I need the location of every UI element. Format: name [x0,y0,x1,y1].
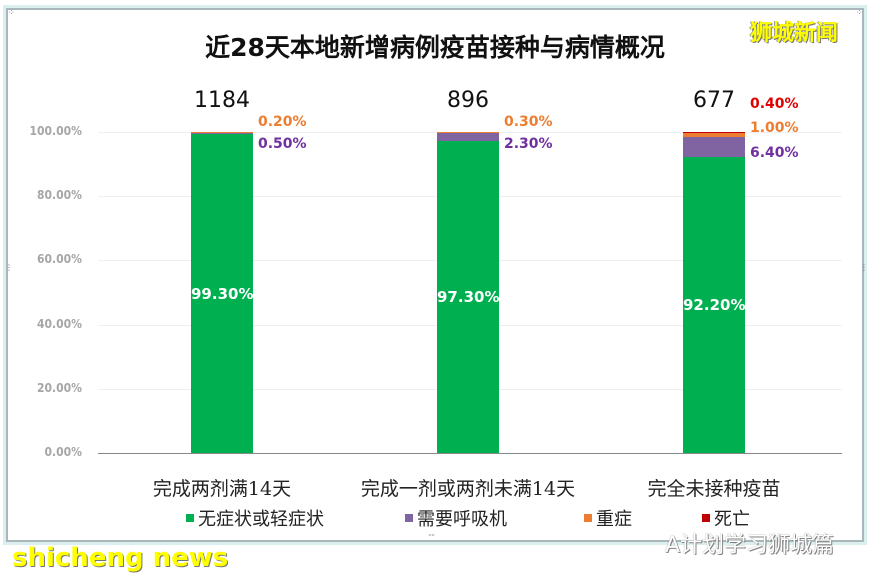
bar-total-label: 1184 [194,88,250,113]
y-tick-label: 20.00% [37,380,82,395]
stacked-bar [437,132,499,453]
legend-item-ventilator: 需要呼吸机 [405,505,507,531]
bar-segment [191,132,253,135]
resize-handle-top-right[interactable]: ⁘ [856,8,863,17]
resize-handle-bottom[interactable]: ···· [428,531,435,540]
bar-segment [683,132,745,134]
resize-handle-right[interactable]: ⋮ [860,263,868,272]
data-label: 6.40% [750,145,799,161]
category-label: 完成两剂满14天 [152,478,292,500]
data-label: 0.30% [504,114,553,130]
stacked-bar [683,132,745,453]
legend-item-death: 死亡 [702,505,750,531]
site-watermark: shicheng news [12,543,229,573]
legend-swatch [186,514,194,522]
bar-segment [683,157,745,453]
legend-swatch [584,514,592,522]
data-label: 0.40% [750,96,799,112]
chart-title: 近28天本地新增病例疫苗接种与病情概况 [205,33,665,62]
legend-item-severe: 重症 [584,505,632,531]
bar-segment [683,133,745,137]
legend-label: 重症 [596,509,632,530]
data-label: 0.50% [258,136,307,152]
bar-segment [437,132,499,134]
bar-segment [437,133,499,141]
wechat-watermark: A计划学习狮城篇 [665,533,835,558]
category-label: 完成一剂或两剂未满14天 [360,478,576,500]
brand-watermark: 狮城新闻 [750,21,839,46]
data-label: 1.00% [750,120,799,136]
x-axis-line [98,453,842,454]
y-tick-label: 0.00% [44,445,82,459]
legend-swatch [702,514,710,522]
legend-swatch [405,514,413,522]
data-label: 99.30% [191,284,254,303]
y-tick-label: 60.00% [37,252,82,267]
legend-label: 死亡 [714,509,750,530]
y-tick-label: 100.00% [29,124,82,138]
y-tick-label: 80.00% [37,188,82,203]
bar-segment [683,136,745,158]
bar-segment [191,131,253,133]
resize-handle-top-left[interactable]: ⁘ [8,8,15,17]
category-label: 完全未接种疫苗 [647,478,781,500]
bar-segment [191,134,253,453]
stacked-bar [191,131,253,453]
y-tick-label: 40.00% [37,316,82,331]
legend-item-asymptomatic: 无症状或轻症状 [186,505,324,531]
data-label: 0.20% [258,114,307,130]
data-label: 97.30% [437,287,500,306]
bar-total-label: 677 [693,88,735,113]
bar-total-label: 896 [447,88,489,113]
data-label: 2.30% [504,136,553,152]
resize-handle-left[interactable]: ⋮ [5,263,13,272]
data-label: 92.20% [683,296,746,315]
legend-label: 无症状或轻症状 [198,509,324,530]
bar-segment [437,140,499,453]
legend-label: 需要呼吸机 [417,509,507,530]
